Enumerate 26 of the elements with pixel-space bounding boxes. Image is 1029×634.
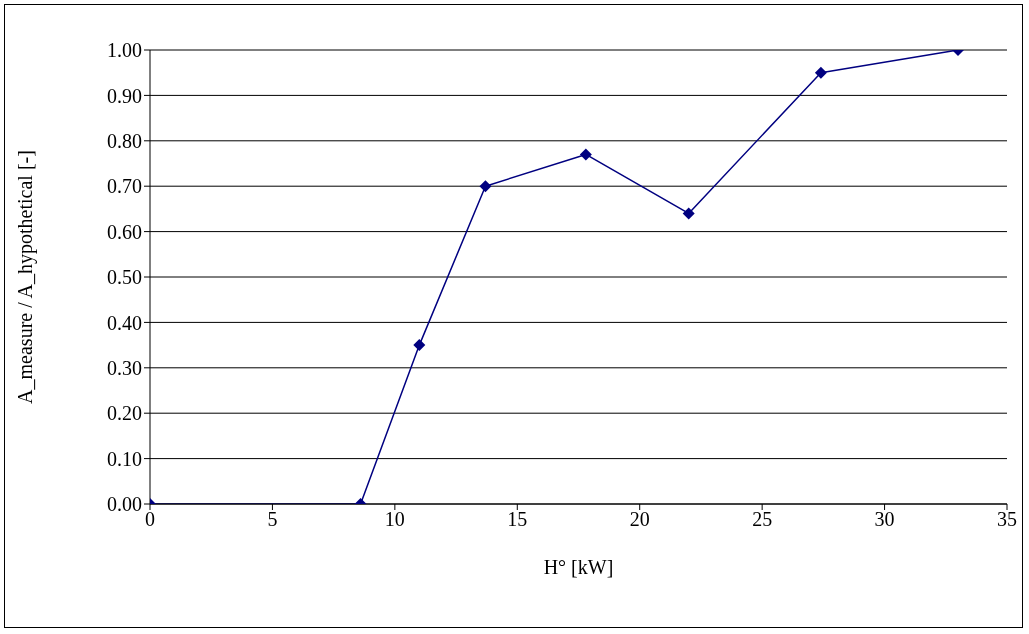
- x-tick-label: 35: [997, 508, 1017, 531]
- x-tick-label: 20: [629, 508, 650, 531]
- point: [579, 148, 592, 161]
- x-tick-label: 0: [145, 508, 155, 531]
- y-tick-label: 1.00: [107, 39, 142, 62]
- y-tick-label: 0.90: [107, 84, 142, 107]
- x-tick-label: 25: [752, 508, 773, 531]
- y-tick-label: 0.80: [107, 129, 142, 152]
- y-tick-label: 0.60: [107, 220, 142, 243]
- point: [682, 207, 695, 220]
- point: [814, 66, 827, 79]
- x-tick-label: 15: [507, 508, 528, 531]
- x-tick-label: 10: [384, 508, 405, 531]
- y-tick-label: 0.30: [107, 356, 142, 379]
- y-axis-title: A_measure / A_hypothetical [-]: [14, 150, 38, 404]
- y-tick-label: 0.00: [107, 493, 142, 516]
- y-tick-label: 0.70: [107, 175, 142, 198]
- x-tick-label: 5: [267, 508, 278, 531]
- y-tick-label: 0.40: [107, 311, 142, 334]
- y-tick-label: 0.10: [107, 447, 142, 470]
- x-axis-title: H° [kW]: [543, 556, 614, 578]
- y-tick-label: 0.50: [107, 266, 142, 289]
- point: [413, 339, 426, 352]
- x-tick-label: 30: [874, 508, 895, 531]
- y-tick-label: 0.20: [107, 402, 142, 425]
- point: [479, 180, 492, 193]
